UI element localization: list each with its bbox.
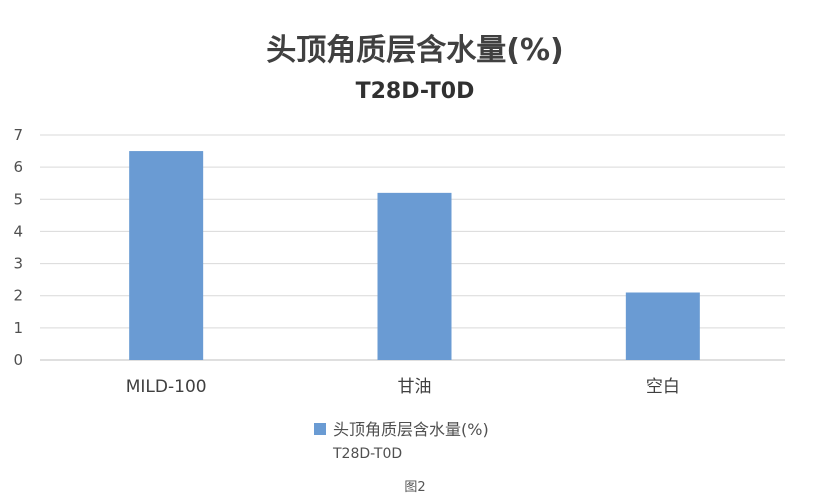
y-tick-label: 5 bbox=[13, 190, 23, 208]
legend-label: 头顶角质层含水量(%) bbox=[333, 420, 489, 439]
chart-title: 头顶角质层含水量(%) bbox=[266, 33, 563, 68]
x-category-label: MILD-100 bbox=[126, 377, 207, 397]
y-tick-label: 0 bbox=[13, 351, 23, 369]
y-tick-label: 1 bbox=[13, 319, 23, 337]
y-tick-label: 4 bbox=[13, 222, 23, 240]
bar bbox=[129, 151, 204, 360]
y-tick-label: 2 bbox=[13, 287, 23, 305]
bars bbox=[129, 151, 700, 360]
y-axis-ticks: 0 1 2 3 4 5 6 7 bbox=[13, 126, 23, 369]
chart-subtitle: T28D-T0D bbox=[356, 79, 475, 104]
legend: 头顶角质层含水量(%) T28D-T0D bbox=[314, 420, 489, 462]
y-tick-label: 3 bbox=[13, 255, 23, 273]
figure-caption: 图2 bbox=[404, 480, 426, 495]
bar bbox=[377, 192, 452, 360]
x-category-label: 甘油 bbox=[398, 377, 432, 397]
x-category-label: 空白 bbox=[646, 377, 680, 397]
y-tick-label: 6 bbox=[13, 158, 23, 176]
legend-sublabel: T28D-T0D bbox=[332, 446, 402, 462]
legend-swatch bbox=[314, 423, 326, 435]
bar bbox=[625, 292, 700, 360]
x-axis-categories: MILD-100 甘油 空白 bbox=[126, 377, 680, 397]
y-tick-label: 7 bbox=[13, 126, 23, 144]
